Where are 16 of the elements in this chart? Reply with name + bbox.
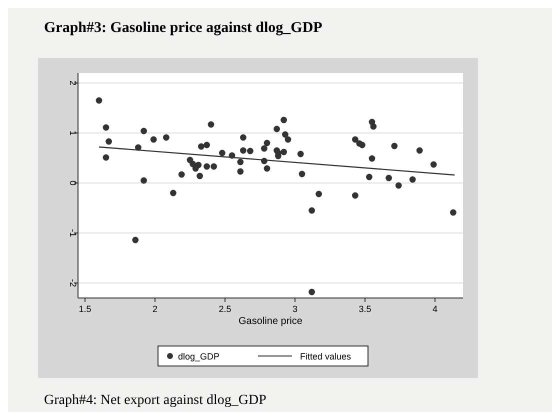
y-tick-label: 1: [68, 130, 78, 136]
legend-label: Fitted values: [300, 352, 352, 362]
x-tick-label: 2.5: [218, 304, 232, 314]
x-axis-title: Gasoline price: [238, 316, 303, 327]
x-tick-label: 1.5: [78, 304, 92, 314]
x-tick-label: 2: [152, 304, 158, 314]
y-tick-label: 0: [68, 180, 78, 186]
legend-label: dlog_GDP: [178, 352, 220, 362]
chart-title: Graph#3: Gasoline price against dlog_GDP: [44, 20, 322, 36]
x-tick-label: 3: [292, 304, 298, 314]
y-tick-label: -1: [68, 228, 78, 238]
y-tick-label: -2: [68, 278, 78, 288]
text: Graph#4: Net export against dlog_GDP: [44, 393, 267, 408]
y-tick-label: 2: [68, 80, 78, 86]
x-tick-label: 4: [432, 304, 438, 314]
x-tick-label: 3.5: [358, 304, 372, 314]
